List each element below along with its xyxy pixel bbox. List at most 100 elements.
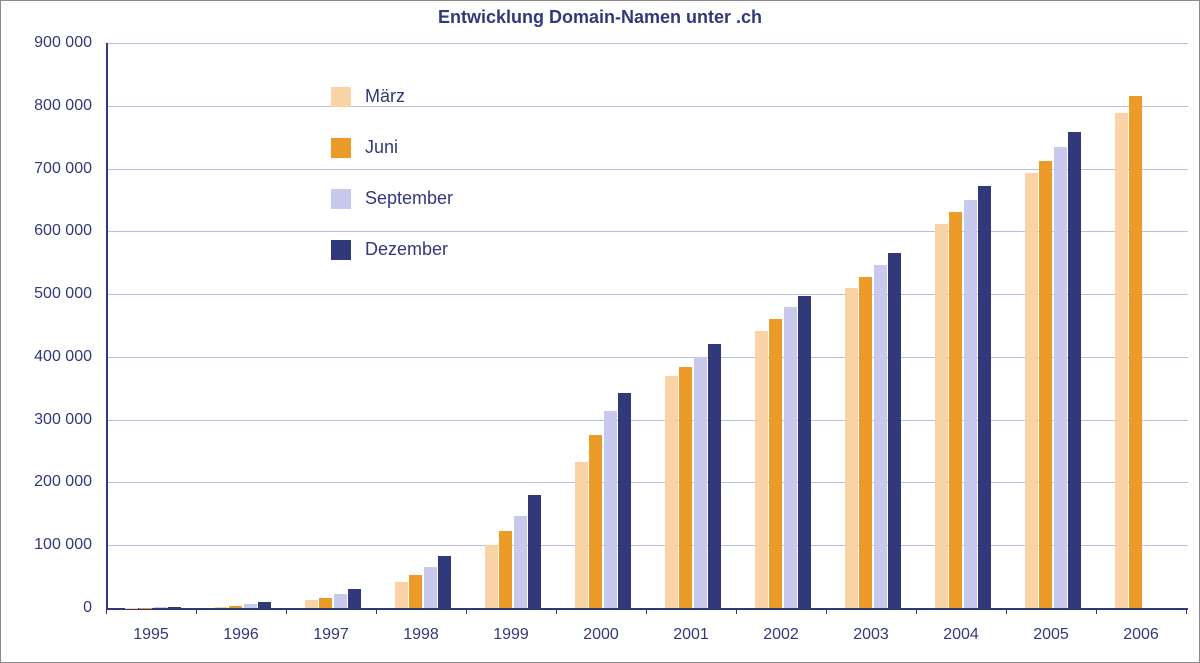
legend-item: Dezember <box>331 239 453 260</box>
bar <box>964 200 977 608</box>
legend-label: September <box>365 188 453 209</box>
bar <box>708 344 721 608</box>
bar <box>589 435 602 608</box>
bar <box>859 277 872 608</box>
bar <box>1129 96 1142 608</box>
x-tick <box>556 608 557 614</box>
y-tick-label: 900 000 <box>34 34 92 52</box>
bar <box>528 495 541 608</box>
bar <box>395 582 408 608</box>
legend-swatch <box>331 138 351 158</box>
bar <box>1039 161 1052 608</box>
bar <box>604 411 617 608</box>
bar <box>244 604 257 608</box>
bar <box>485 545 498 608</box>
x-tick <box>286 608 287 614</box>
bar <box>334 594 347 608</box>
legend-swatch <box>331 189 351 209</box>
gridline <box>108 106 1188 107</box>
legend-label: Juni <box>365 137 398 158</box>
x-tick-label: 2000 <box>583 626 619 644</box>
bar <box>139 608 152 609</box>
bar <box>679 367 692 608</box>
bar <box>168 607 181 608</box>
gridline <box>108 43 1188 44</box>
bar <box>229 606 242 609</box>
bar <box>1068 132 1081 608</box>
y-tick-label: 600 000 <box>34 222 92 240</box>
y-tick-label: 300 000 <box>34 411 92 429</box>
y-tick-label: 700 000 <box>34 160 92 178</box>
legend-swatch <box>331 87 351 107</box>
bar <box>949 212 962 608</box>
legend-item: September <box>331 188 453 209</box>
x-tick-label: 1998 <box>403 626 439 644</box>
x-tick-label: 2004 <box>943 626 979 644</box>
x-tick <box>376 608 377 614</box>
x-tick <box>736 608 737 614</box>
bar <box>978 186 991 608</box>
plot-area <box>106 43 1188 610</box>
x-tick <box>1186 608 1187 614</box>
bar <box>665 376 678 608</box>
bar <box>874 265 887 608</box>
bar <box>305 600 318 608</box>
x-tick <box>916 608 917 614</box>
x-tick-label: 1996 <box>223 626 259 644</box>
y-tick-label: 800 000 <box>34 97 92 115</box>
bar <box>798 296 811 608</box>
x-tick <box>1096 608 1097 614</box>
legend-item: Juni <box>331 137 453 158</box>
x-tick <box>646 608 647 614</box>
bar <box>215 607 228 608</box>
x-tick <box>826 608 827 614</box>
bar <box>888 253 901 608</box>
gridline <box>108 169 1188 170</box>
bar <box>769 319 782 608</box>
x-tick <box>1006 608 1007 614</box>
bar <box>935 224 948 608</box>
legend-label: Dezember <box>365 239 448 260</box>
bar <box>1025 173 1038 608</box>
bar <box>694 357 707 608</box>
x-tick-label: 1999 <box>493 626 529 644</box>
bar <box>499 531 512 608</box>
bar <box>438 556 451 608</box>
y-tick-label: 0 <box>83 599 92 617</box>
bar <box>125 608 138 609</box>
x-tick-label: 2005 <box>1033 626 1069 644</box>
chart-container: Entwicklung Domain-Namen unter .ch März J… <box>0 0 1200 663</box>
legend-item: März <box>331 86 453 107</box>
chart-title: Entwicklung Domain-Namen unter .ch <box>1 7 1199 28</box>
bar <box>575 462 588 608</box>
legend-label: März <box>365 86 405 107</box>
bar <box>258 602 271 608</box>
y-tick-label: 400 000 <box>34 348 92 366</box>
y-tick-label: 200 000 <box>34 473 92 491</box>
x-tick <box>466 608 467 614</box>
x-tick-label: 2002 <box>763 626 799 644</box>
bar <box>755 331 768 608</box>
bar <box>514 516 527 608</box>
bar <box>409 575 422 608</box>
x-tick <box>106 608 107 614</box>
bar <box>348 589 361 608</box>
x-tick-label: 2003 <box>853 626 889 644</box>
bar <box>1054 147 1067 608</box>
legend-swatch <box>331 240 351 260</box>
bar <box>618 393 631 608</box>
bar <box>424 567 437 608</box>
x-tick-label: 1995 <box>133 626 169 644</box>
bar <box>154 607 167 608</box>
y-tick-label: 500 000 <box>34 285 92 303</box>
bar <box>784 307 797 608</box>
x-tick <box>196 608 197 614</box>
bar <box>1115 113 1128 608</box>
bar <box>845 288 858 608</box>
bar <box>319 598 332 608</box>
legend: März Juni September Dezember <box>331 86 453 290</box>
x-tick-label: 2006 <box>1123 626 1159 644</box>
x-tick-label: 1997 <box>313 626 349 644</box>
x-tick-label: 2001 <box>673 626 709 644</box>
y-tick-label: 100 000 <box>34 536 92 554</box>
